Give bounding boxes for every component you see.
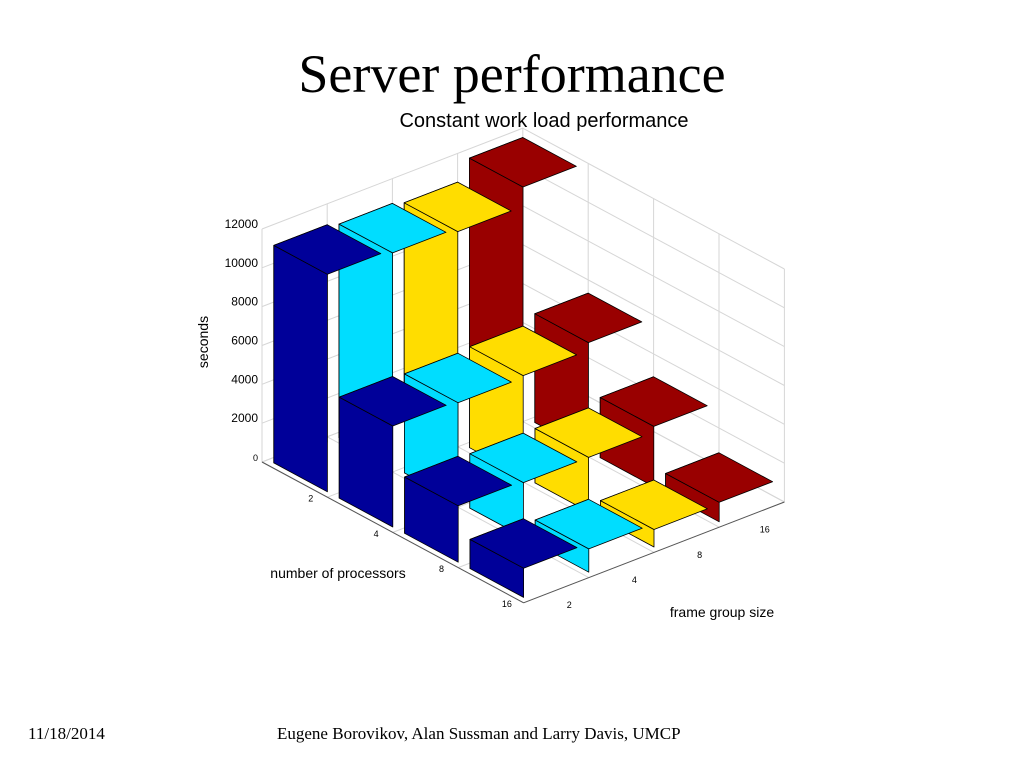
bar-face-top — [665, 452, 773, 503]
y-axis-label: frame group size — [670, 604, 774, 620]
z-tick-label: 0 — [253, 453, 258, 463]
x-axis-label: number of processors — [270, 565, 405, 581]
y-tick-label: 4 — [632, 575, 637, 585]
bar-face-top — [599, 376, 708, 427]
x-axis-line — [261, 461, 524, 604]
footer-date: 11/18/2014 — [28, 724, 105, 743]
bar — [469, 518, 578, 598]
z-tick-label: 8000 — [231, 295, 258, 309]
footer-authors: Eugene Borovikov, Alan Sussman and Larry… — [277, 724, 681, 743]
bar-face-top — [403, 352, 512, 404]
bar-face-top — [600, 479, 708, 530]
chart-title: Constant work load performance — [399, 110, 688, 132]
bar-face-top — [404, 455, 513, 507]
y-tick-label: 2 — [567, 600, 572, 610]
bar — [404, 455, 513, 563]
chart-text: Constant work load performance 0 2000 4000 6… — [195, 110, 774, 620]
bar — [273, 224, 382, 493]
z-tick-label: 10000 — [225, 256, 259, 270]
bar-face-top — [273, 224, 382, 275]
bar — [338, 376, 447, 528]
slide-title: Server performance — [298, 44, 726, 104]
z-axis-label: seconds — [195, 316, 211, 368]
z-tick-label: 6000 — [231, 333, 258, 347]
y-tick-label: 16 — [760, 525, 770, 535]
y-tick-label: 8 — [697, 550, 702, 560]
x-tick-label: 8 — [439, 564, 444, 574]
x-tick-label: 16 — [502, 599, 512, 609]
bar-face-top — [338, 376, 447, 427]
bar-face-top — [403, 181, 512, 233]
bar-face-top — [534, 292, 643, 344]
bar-face-top — [468, 137, 577, 188]
z-tick-label: 4000 — [231, 372, 258, 386]
y-axis-line — [523, 501, 785, 604]
chart-bars — [273, 137, 773, 598]
bar-face-top — [469, 325, 577, 377]
z-tick-label: 12000 — [225, 217, 259, 231]
bar-face-top — [469, 432, 578, 484]
bar-face-top — [469, 518, 578, 569]
bar-face-top — [534, 498, 643, 550]
x-tick-label: 2 — [308, 494, 313, 504]
z-tick-label: 2000 — [231, 411, 258, 425]
bar-face-top — [534, 407, 643, 458]
x-tick-label: 4 — [374, 529, 379, 539]
bar-face-front — [273, 244, 328, 493]
bar-face-top — [338, 202, 447, 254]
